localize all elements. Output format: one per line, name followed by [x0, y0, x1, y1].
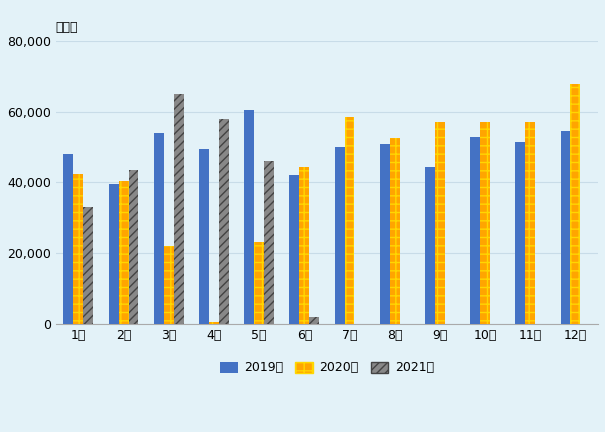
Bar — [380, 143, 390, 324]
Bar — [73, 174, 83, 324]
Bar — [390, 138, 400, 324]
Bar — [289, 175, 299, 324]
Bar — [73, 174, 83, 324]
Bar — [64, 154, 73, 324]
Bar — [174, 94, 184, 324]
Bar — [83, 207, 93, 324]
Bar — [254, 242, 264, 324]
Bar — [525, 122, 535, 324]
Bar — [299, 166, 309, 324]
Legend: 2019年, 2020年, 2021年: 2019年, 2020年, 2021年 — [215, 356, 439, 379]
Bar — [435, 122, 445, 324]
Bar — [571, 83, 580, 324]
Bar — [264, 161, 274, 324]
Bar — [199, 149, 209, 324]
Bar — [435, 122, 445, 324]
Bar — [390, 138, 400, 324]
Bar — [164, 246, 174, 324]
Bar — [345, 117, 355, 324]
Bar — [480, 122, 490, 324]
Bar — [244, 110, 254, 324]
Bar — [128, 170, 139, 324]
Bar — [515, 142, 525, 324]
Bar — [119, 181, 128, 324]
Bar — [571, 83, 580, 324]
Bar — [109, 184, 119, 324]
Bar — [335, 147, 345, 324]
Bar — [209, 322, 219, 324]
Text: （台）: （台） — [56, 21, 78, 34]
Bar — [480, 122, 490, 324]
Bar — [254, 242, 264, 324]
Bar — [83, 207, 93, 324]
Bar — [264, 161, 274, 324]
Bar — [219, 119, 229, 324]
Bar — [470, 137, 480, 324]
Bar — [219, 119, 229, 324]
Bar — [174, 94, 184, 324]
Bar — [345, 117, 355, 324]
Bar — [128, 170, 139, 324]
Bar — [299, 166, 309, 324]
Bar — [525, 122, 535, 324]
Bar — [561, 131, 571, 324]
Bar — [309, 317, 319, 324]
Bar — [309, 317, 319, 324]
Bar — [164, 246, 174, 324]
Bar — [209, 322, 219, 324]
Bar — [154, 133, 164, 324]
Bar — [425, 166, 435, 324]
Bar — [119, 181, 128, 324]
